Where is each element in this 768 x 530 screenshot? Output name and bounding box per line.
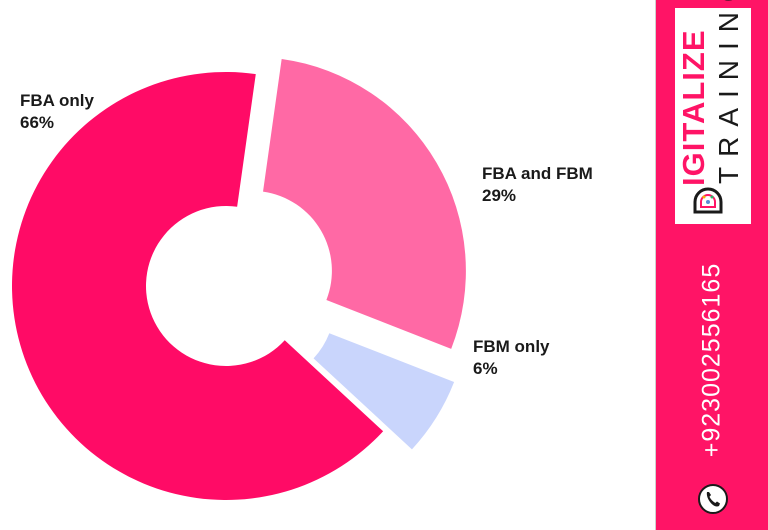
label-fba-and-fbm-value: 29% [482, 186, 517, 205]
donut-chart-svg [12, 58, 466, 500]
label-fbm-only-value: 6% [473, 359, 498, 378]
label-fba-only-value: 66% [20, 113, 55, 132]
phone-number: +923002556165 [697, 262, 726, 458]
brand-logo-rotated: IGITALIZE TRAINING [675, 0, 751, 224]
logo-word-training: TRAINING [713, 0, 744, 184]
slice-fba-and-fbm [263, 58, 466, 349]
label-fba-only: FBA only 66% [20, 90, 94, 134]
brand-strip: IGITALIZE TRAINING +923002556165 [655, 0, 768, 530]
label-fba-and-fbm: FBA and FBM 29% [482, 163, 593, 207]
logo-word-digitalize: IGITALIZE [676, 29, 711, 186]
label-fba-and-fbm-name: FBA and FBM [482, 164, 593, 183]
label-fba-only-name: FBA only [20, 91, 94, 110]
logo-emblem-icon [693, 187, 723, 214]
slice-fba-only [12, 71, 384, 500]
donut-chart: FBA only 66% FBA and FBM 29% FBM only 6% [12, 58, 593, 500]
phone-icon [698, 484, 728, 514]
brand-logo: IGITALIZE TRAINING [675, 0, 751, 224]
label-fbm-only-name: FBM only [473, 337, 550, 356]
label-fbm-only: FBM only 6% [473, 336, 550, 380]
slice-fbm-only [313, 333, 455, 450]
